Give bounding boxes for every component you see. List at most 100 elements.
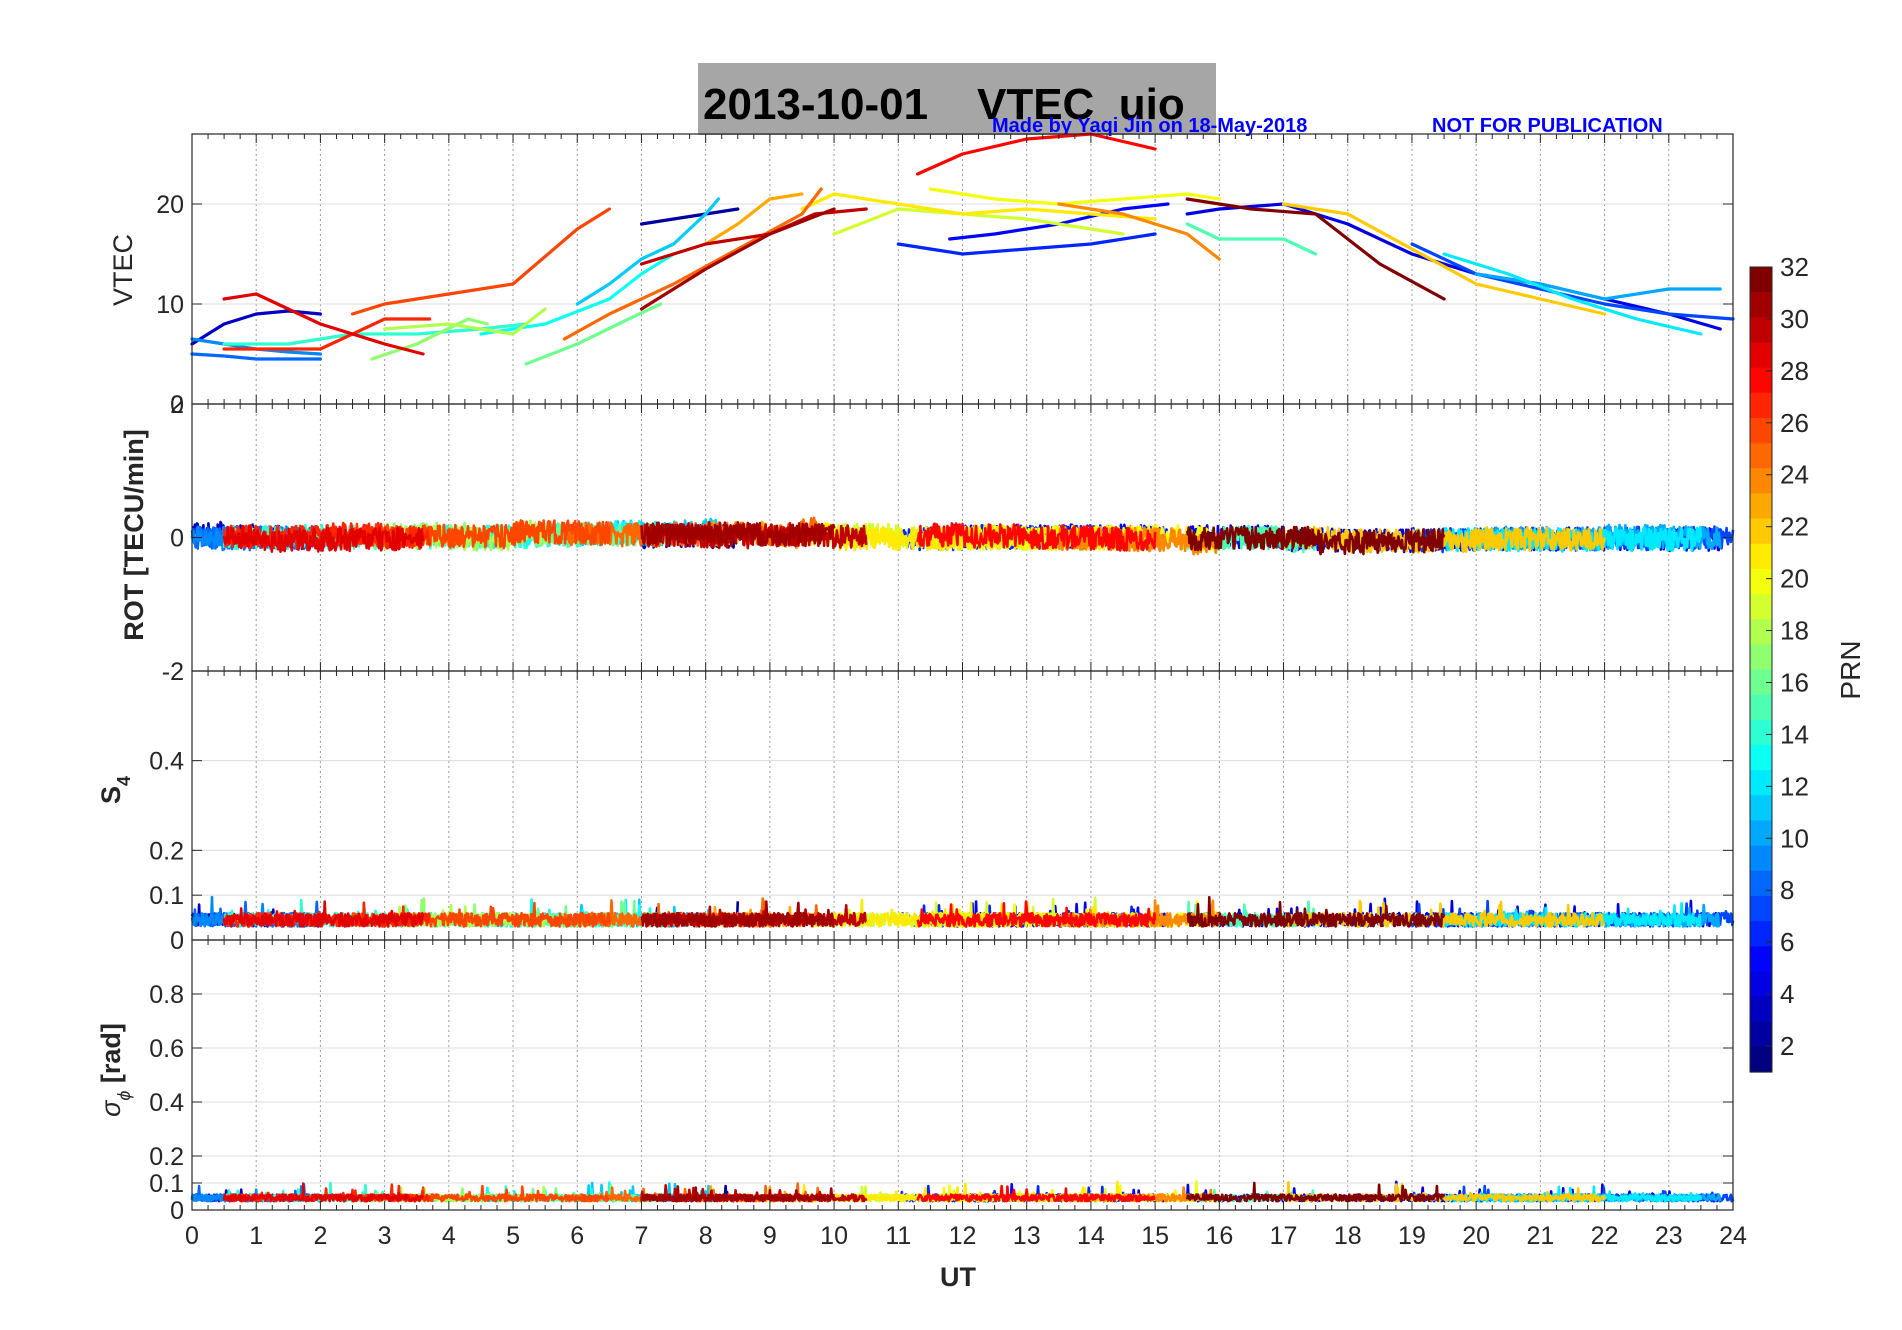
s4-ylabel: S4 — [96, 776, 134, 804]
x-axis-ticks: 0 1 2 3 4 5 6 7 8 9 10 11 12 13 14 15 16 17 18 19 20 21 22 23 24 — [185, 1222, 1747, 1250]
colorbar-tick-label: 20 — [1780, 564, 1809, 594]
x-tick-label: 4 — [442, 1222, 456, 1250]
x-tick-label: 19 — [1398, 1222, 1426, 1250]
x-tick-label: 12 — [949, 1222, 977, 1250]
y-tick-label-sigma: 0.8 — [149, 981, 184, 1009]
y-tick-label-sigma: 0.6 — [149, 1035, 184, 1063]
vtec-series-prn-26 — [350, 207, 612, 316]
s4-ylabel-sub: 4 — [114, 776, 134, 786]
colorbar-segment — [1750, 493, 1772, 520]
x-tick-label: 5 — [506, 1222, 520, 1250]
colorbar-tick-label: 6 — [1780, 927, 1794, 957]
panel-s4: 0 0.1 0.2 0.4 — [149, 670, 1735, 955]
vtec-ylabel: VTEC — [108, 234, 138, 306]
s4-series-prn-32 — [1186, 895, 1446, 928]
x-tick-label: 7 — [635, 1222, 649, 1250]
vtec-series-prn-7 — [1410, 242, 1735, 321]
vtec-series-prn-3 — [190, 309, 322, 346]
vtec-series-prn-20 — [928, 187, 1221, 206]
colorbar-segment — [1750, 669, 1772, 696]
colorbar-segment — [1750, 594, 1772, 620]
x-axis-label: UT — [940, 1262, 976, 1292]
x-tick-label: 3 — [378, 1222, 392, 1250]
y-tick-label-s4: 0.2 — [149, 837, 184, 865]
vtec-series-prn-12 — [1442, 252, 1703, 336]
sigma-ylabel: σϕ [rad] — [96, 1023, 134, 1117]
vtec-series-prn-6 — [896, 232, 1157, 256]
colorbar-segment — [1750, 518, 1772, 545]
y-tick-label-sigma: 0.2 — [149, 1143, 184, 1171]
vtec-series-prn-21 — [800, 192, 1157, 221]
colorbar-segment — [1750, 921, 1772, 947]
y-tick-label-vtec: 0 — [170, 391, 184, 419]
colorbar-segment — [1750, 543, 1772, 570]
y-tick-label-s4: 0.1 — [149, 882, 184, 910]
vtec-series-prn-25 — [562, 187, 823, 341]
colorbar-segment — [1750, 694, 1772, 721]
vtec-series-prn-15 — [1185, 222, 1318, 256]
colorbar-label: PRN — [1835, 640, 1866, 699]
colorbar-segment — [1750, 845, 1772, 872]
x-tick-label: 23 — [1655, 1222, 1683, 1250]
colorbar-segment — [1750, 1021, 1772, 1048]
vtec-series-prn-17 — [370, 317, 489, 361]
x-tick-label: 18 — [1334, 1222, 1362, 1250]
rot-series-prn-32 — [1185, 525, 1446, 556]
colorbar-tick-label: 10 — [1780, 823, 1809, 853]
vtec-series-prn-16 — [524, 302, 663, 366]
x-tick-label: 8 — [699, 1222, 713, 1250]
x-tick-label: 21 — [1526, 1222, 1554, 1250]
colorbar-tick-label: 24 — [1780, 460, 1809, 490]
colorbar-segment — [1750, 946, 1772, 972]
vtec-series-prn-27 — [222, 317, 432, 351]
rot-series-prn-27 — [222, 521, 431, 551]
x-tick-label: 13 — [1013, 1222, 1041, 1250]
sigma-ylabel-main: σ — [96, 1099, 126, 1117]
colorbar-segment — [1750, 719, 1772, 746]
vtec-series-prn-4 — [1185, 202, 1722, 331]
sigma-series-prn-32 — [1185, 1181, 1446, 1203]
x-tick-label: 24 — [1719, 1222, 1747, 1250]
title-box — [698, 63, 1216, 135]
panel-vtec: 0 10 20 — [156, 132, 1735, 419]
x-tick-label: 16 — [1205, 1222, 1233, 1250]
x-tick-label: 17 — [1270, 1222, 1298, 1250]
y-tick-label-s4: 0.4 — [149, 748, 184, 776]
publication-notice: NOT FOR PUBLICATION — [1432, 115, 1663, 137]
rot-series-prn-28 — [916, 522, 1157, 552]
colorbar-segment — [1750, 468, 1772, 495]
y-tick-label-rot: 2 — [170, 391, 184, 419]
vtec-series-prn-31 — [639, 207, 836, 311]
colorbar-tick-label: 14 — [1780, 719, 1809, 749]
sigma-series-prn-28 — [916, 1184, 1156, 1203]
vtec-series-prn-14 — [222, 322, 528, 346]
vtec-series-prn-23 — [704, 192, 804, 246]
colorbar-segment — [1750, 317, 1772, 344]
rot-ylabel: ROT [TECU/min] — [119, 429, 149, 640]
sigma-ylabel-unit: [rad] — [96, 1023, 126, 1091]
x-tick-label: 9 — [763, 1222, 777, 1250]
x-tick-label: 20 — [1462, 1222, 1490, 1250]
x-tick-label: 10 — [820, 1222, 848, 1250]
x-tick-label: 2 — [313, 1222, 327, 1250]
colorbar-segment — [1750, 342, 1772, 369]
colorbar-segment — [1750, 820, 1772, 847]
colorbar-tick-label: 4 — [1780, 979, 1794, 1009]
y-tick-label-sigma: 0.1 — [149, 1170, 184, 1198]
s4-series-prn-29 — [222, 900, 425, 928]
sigma-ylabel-sub: ϕ — [114, 1091, 134, 1101]
colorbar-tick-label: 28 — [1780, 356, 1809, 386]
chart-title: 2013-10-01 VTEC uio — [703, 80, 1185, 129]
y-tick-label-sigma: 0 — [170, 1197, 184, 1225]
y-tick-label-sigma: 0.4 — [149, 1089, 184, 1117]
colorbar-segment — [1750, 644, 1772, 671]
s4-ylabel-main: S — [96, 786, 126, 804]
s4-series-prn-28 — [916, 900, 1157, 928]
colorbar-segment — [1750, 971, 1772, 998]
vtec-series-prn-8 — [190, 352, 322, 361]
y-tick-label-vtec: 10 — [156, 291, 184, 319]
colorbar-segment — [1750, 870, 1772, 897]
colorbar-tick-label: 16 — [1780, 667, 1809, 697]
colorbar-tick-label: 30 — [1780, 304, 1809, 334]
